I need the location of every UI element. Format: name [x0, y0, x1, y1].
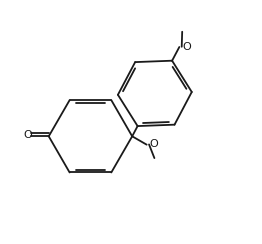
Text: O: O	[182, 41, 191, 51]
Text: O: O	[24, 130, 32, 140]
Text: O: O	[150, 139, 158, 149]
